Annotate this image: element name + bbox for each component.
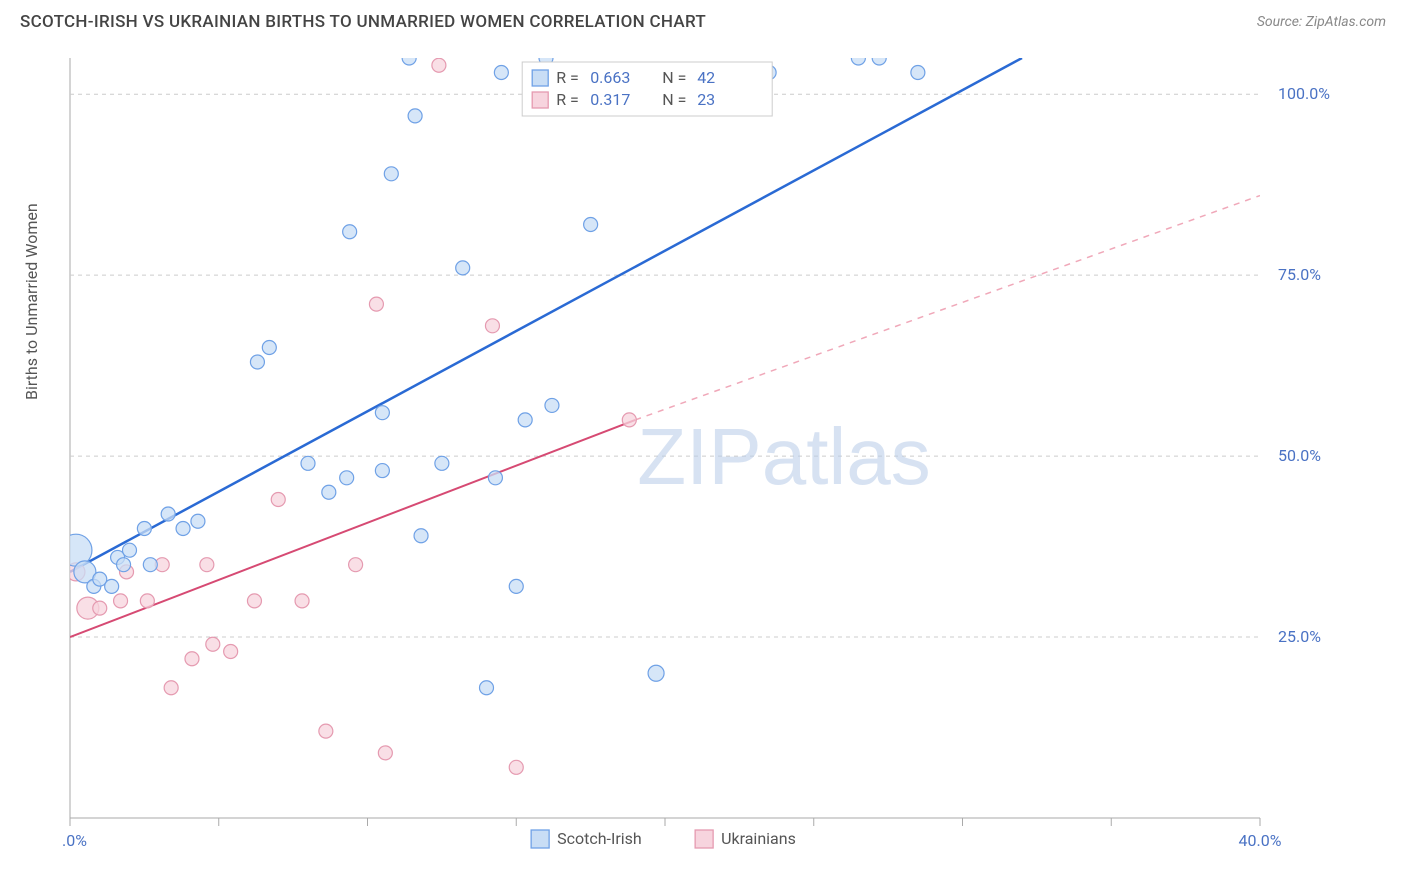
series-ukrainians [67, 58, 636, 774]
data-point [456, 261, 470, 275]
data-point [414, 529, 428, 543]
x-tick-label: 40.0% [1239, 831, 1282, 850]
stats-r-label: R = [556, 68, 579, 87]
x-tick-label: 0.0% [62, 831, 87, 850]
stats-n-label: N = [662, 90, 686, 109]
stats-r-value-scotch-irish: 0.663 [590, 68, 630, 87]
data-point [872, 51, 886, 65]
data-point [494, 65, 508, 79]
data-point [349, 558, 363, 572]
data-point [224, 645, 238, 659]
data-point [295, 594, 309, 608]
trendline-ukrainians-dash [635, 196, 1260, 420]
legend-swatch [695, 830, 713, 848]
data-point [485, 319, 499, 333]
chart-svg: 25.0% 50.0% 75.0% 100.0% 0.0% 40.0% ZIPatlas R … [62, 50, 1382, 870]
data-point [93, 601, 107, 615]
stats-n-value-scotch-irish: 42 [697, 68, 715, 87]
data-point [262, 341, 276, 355]
data-point [176, 521, 190, 535]
data-point [164, 681, 178, 695]
data-point [545, 398, 559, 412]
data-point [123, 543, 137, 557]
data-point [271, 493, 285, 507]
stats-r-value-ukrainians: 0.317 [590, 90, 630, 109]
data-point [435, 456, 449, 470]
data-point [488, 471, 502, 485]
data-point [340, 471, 354, 485]
data-point [250, 355, 264, 369]
watermark: ZIPatlas [637, 412, 930, 501]
legend-label: Ukrainians [721, 829, 796, 848]
trendline-ukrainians-solid [70, 420, 635, 637]
data-point [140, 594, 154, 608]
data-point [185, 652, 199, 666]
data-point [105, 579, 119, 593]
data-point [161, 507, 175, 521]
legend-label: Scotch-Irish [557, 829, 642, 848]
data-point [648, 665, 664, 681]
data-point [343, 225, 357, 239]
data-point [375, 406, 389, 420]
y-tick-label: 25.0% [1278, 627, 1321, 646]
data-point [200, 558, 214, 572]
stats-swatch-scotch-irish [532, 70, 548, 86]
data-point [518, 413, 532, 427]
data-point [509, 579, 523, 593]
data-point [375, 464, 389, 478]
data-point [402, 51, 416, 65]
stats-r-label: R = [556, 90, 579, 109]
legend-swatch [531, 830, 549, 848]
data-point [247, 594, 261, 608]
bottom-legend: Scotch-Irish Ukrainians [531, 829, 796, 848]
source-text: Source: ZipAtlas.com [1257, 14, 1386, 30]
y-axis-label: Births to Unmarried Women [22, 203, 41, 400]
data-point [117, 558, 131, 572]
data-point [322, 485, 336, 499]
data-point [301, 456, 315, 470]
data-point [378, 746, 392, 760]
y-tick-label: 100.0% [1278, 84, 1330, 103]
data-point [911, 65, 925, 79]
data-point [137, 521, 151, 535]
series-scotch-irish [62, 51, 925, 695]
data-point [509, 760, 523, 774]
chart-area: 25.0% 50.0% 75.0% 100.0% 0.0% 40.0% ZIPatlas R … [62, 50, 1382, 850]
data-point [369, 297, 383, 311]
stats-swatch-ukrainians [532, 92, 548, 108]
y-tick-label: 50.0% [1278, 446, 1321, 465]
data-point [851, 51, 865, 65]
stats-n-value-ukrainians: 23 [697, 90, 715, 109]
data-point [584, 217, 598, 231]
chart-title: SCOTCH-IRISH VS UKRAINIAN BIRTHS TO UNMA… [20, 12, 706, 32]
stats-n-label: N = [662, 68, 686, 87]
data-point [319, 724, 333, 738]
data-point [143, 558, 157, 572]
data-point [622, 413, 636, 427]
y-tick-label: 75.0% [1278, 265, 1321, 284]
data-point [480, 681, 494, 695]
data-point [206, 637, 220, 651]
data-point [114, 594, 128, 608]
data-point [384, 167, 398, 181]
data-point [408, 109, 422, 123]
data-point [191, 514, 205, 528]
data-point [432, 58, 446, 72]
